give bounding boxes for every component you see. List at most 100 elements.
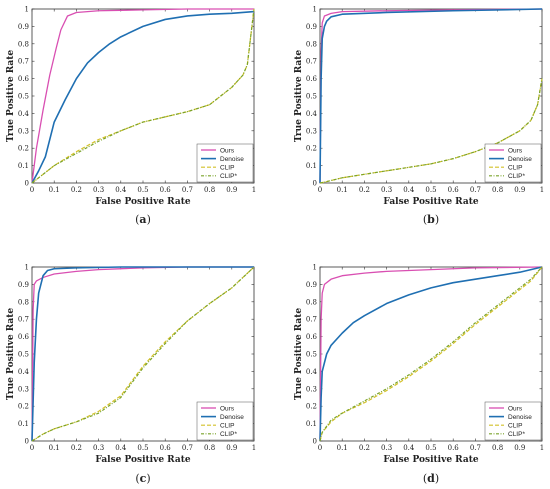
legend-label: CLIP (220, 423, 234, 430)
y-tick-label: 1 (313, 264, 317, 272)
y-tick-label: 0.6 (306, 75, 318, 83)
legend-label: CLIP* (220, 173, 237, 180)
series-line-ours (319, 266, 543, 442)
x-tick-label: 0.4 (403, 444, 415, 452)
y-tick-label: 0.8 (306, 40, 317, 48)
x-tick-label: 0.5 (425, 186, 436, 194)
y-tick-label: 0.4 (306, 110, 318, 118)
y-tick-label: 0.6 (18, 75, 30, 83)
x-tick-label: 1 (540, 186, 544, 194)
series-line-clip-star (31, 266, 255, 442)
y-tick-label: 0.4 (306, 368, 318, 376)
x-tick-label: 0.1 (49, 444, 60, 452)
series-line-ours (31, 8, 254, 184)
legend-label: Denoise (508, 414, 532, 421)
x-tick-label: 0.5 (137, 444, 148, 452)
x-tick-label: 0.9 (514, 186, 525, 194)
x-tick-label: 0.5 (137, 186, 148, 194)
series-line-clip (31, 266, 255, 442)
x-axis-label: False Positive Rate (95, 197, 190, 207)
x-axis-label: False Positive Rate (95, 455, 190, 465)
series-line-clip (319, 266, 543, 442)
legend-label: Ours (508, 405, 523, 412)
legend-label: CLIP (220, 165, 234, 172)
y-tick-label: 0.1 (18, 420, 29, 428)
x-tick-label: 0.4 (115, 444, 127, 452)
y-tick-label: 1 (313, 6, 317, 14)
y-tick-label: 0.7 (18, 316, 29, 324)
y-tick-label: 0.1 (306, 162, 317, 170)
x-tick-label: 0.7 (182, 186, 193, 194)
x-tick-label: 0.3 (93, 186, 104, 194)
y-tick-label: 0.4 (18, 110, 30, 118)
x-tick-label: 0.3 (93, 444, 104, 452)
x-tick-label: 0.7 (182, 444, 193, 452)
y-tick-label: 0.2 (306, 403, 317, 411)
x-tick-label: 0.8 (492, 444, 503, 452)
x-tick-label: 0.4 (115, 186, 127, 194)
x-tick-label: 0 (318, 186, 322, 194)
y-tick-label: 0.3 (18, 127, 29, 135)
y-tick-label: 0.1 (18, 162, 29, 170)
legend-label: Ours (220, 405, 235, 412)
y-tick-label: 0.7 (306, 316, 317, 324)
y-tick-label: 0.2 (306, 145, 317, 153)
series-line-clip (319, 78, 543, 184)
legend-label: Denoise (508, 156, 532, 163)
x-tick-label: 0.1 (337, 186, 348, 194)
x-tick-label: 0.3 (381, 444, 392, 452)
x-axis-label: False Positive Rate (383, 197, 478, 207)
x-tick-label: 0.1 (337, 444, 348, 452)
y-tick-label: 1 (25, 264, 29, 272)
y-tick-label: 0.2 (18, 403, 29, 411)
x-tick-label: 0 (30, 186, 34, 194)
x-tick-label: 0 (318, 444, 322, 452)
x-tick-label: 0.9 (514, 444, 525, 452)
y-tick-label: 0.7 (18, 58, 29, 66)
series-line-clip-star (319, 266, 543, 442)
panel-caption: (a) (135, 213, 151, 226)
legend-label: CLIP* (220, 431, 237, 438)
series-line-clip-star (319, 78, 543, 184)
y-tick-label: 0.5 (306, 93, 317, 101)
x-tick-label: 0.8 (204, 186, 215, 194)
y-tick-label: 0.6 (306, 333, 318, 341)
y-tick-label: 0.9 (306, 281, 317, 289)
x-tick-label: 0.9 (226, 186, 237, 194)
x-tick-label: 0.4 (403, 186, 415, 194)
y-tick-label: 0.8 (18, 40, 29, 48)
x-tick-label: 0.5 (425, 444, 436, 452)
x-tick-label: 0.6 (160, 186, 172, 194)
x-tick-label: 0.7 (470, 186, 481, 194)
y-tick-label: 0.3 (18, 385, 29, 393)
series-line-denoise (31, 10, 255, 184)
y-tick-label: 0 (313, 438, 317, 446)
chart-panel-d: 0 0.1 0.2 0.3 0.4 0.5 0.6 0.7 0.8 0.9 1 0 0.1 0.2 0.3 0… (294, 264, 544, 486)
x-tick-label: 0.6 (160, 444, 172, 452)
x-tick-label: 0.8 (492, 186, 503, 194)
y-tick-label: 0.7 (306, 58, 317, 66)
x-tick-label: 0.9 (226, 444, 237, 452)
chart-panel-a: 0 0.1 0.2 0.3 0.4 0.5 0.6 0.7 0.8 0.9 1 0 0.1 0.2 0.3 0… (6, 6, 256, 227)
x-tick-label: 0.6 (448, 444, 460, 452)
y-axis-label: True Positive Rate (294, 308, 304, 401)
series-line-denoise (31, 266, 254, 442)
y-tick-label: 0 (313, 180, 317, 188)
y-tick-label: 0.1 (306, 420, 317, 428)
panel-caption: (d) (423, 472, 439, 485)
x-tick-label: 1 (252, 186, 256, 194)
x-tick-label: 0.1 (49, 186, 60, 194)
legend-label: CLIP* (508, 431, 525, 438)
panel-caption: (c) (135, 472, 150, 485)
x-tick-label: 0.7 (470, 444, 481, 452)
chart-panel-c: 0 0.1 0.2 0.3 0.4 0.5 0.6 0.7 0.8 0.9 1 0 0.1 0.2 0.3 0… (6, 264, 256, 486)
y-tick-label: 0.9 (18, 281, 29, 289)
y-tick-label: 0.9 (306, 23, 317, 31)
x-tick-label: 0.2 (359, 444, 370, 452)
x-tick-label: 0.2 (71, 186, 82, 194)
legend-label: CLIP* (508, 173, 525, 180)
